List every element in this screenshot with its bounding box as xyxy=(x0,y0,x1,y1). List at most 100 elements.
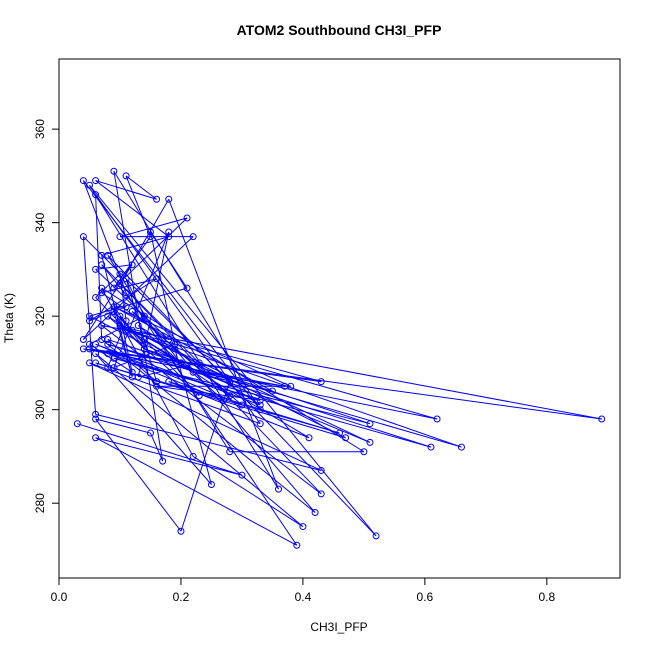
x-tick-label: 0.4 xyxy=(295,590,312,604)
data-point xyxy=(153,275,161,283)
series-segment xyxy=(107,353,224,401)
y-tick-label: 360 xyxy=(33,119,47,139)
series-segment xyxy=(150,432,164,462)
series-segment xyxy=(192,456,304,527)
data-point xyxy=(207,480,215,488)
data-point xyxy=(268,387,276,395)
x-tick-label: 0.2 xyxy=(173,590,190,604)
series-segment xyxy=(156,385,261,401)
series-segment xyxy=(95,180,170,238)
series-segment xyxy=(101,278,157,294)
data-point xyxy=(98,261,106,269)
series-segment xyxy=(119,274,127,321)
series-segment xyxy=(82,236,97,415)
data-point xyxy=(299,523,307,531)
series-segment xyxy=(95,297,145,350)
data-point xyxy=(195,392,203,400)
series-segment xyxy=(107,315,231,397)
series-segment xyxy=(95,194,103,340)
data-point xyxy=(189,233,197,241)
data-point xyxy=(116,233,124,241)
data-point xyxy=(165,378,173,386)
data-point xyxy=(92,191,100,199)
data-point xyxy=(140,340,148,348)
series-segment xyxy=(82,264,133,340)
series-segment xyxy=(101,292,170,340)
series-segment xyxy=(95,180,157,200)
data-point xyxy=(165,228,173,236)
data-point xyxy=(238,471,246,479)
series-segment xyxy=(144,339,182,364)
data-point xyxy=(183,214,191,222)
series-segment xyxy=(107,255,231,453)
series-segment xyxy=(89,306,127,322)
data-point xyxy=(305,434,313,442)
data-point xyxy=(159,457,167,465)
x-tick-label: 0.8 xyxy=(538,590,555,604)
data-point xyxy=(98,251,106,259)
series-segment xyxy=(113,236,151,289)
data-point xyxy=(98,289,106,297)
data-point xyxy=(104,350,112,358)
series-segment xyxy=(149,231,176,345)
data-point xyxy=(153,382,161,390)
data-point xyxy=(116,279,124,287)
x-tick-label: 0.0 xyxy=(51,590,68,604)
data-point xyxy=(134,322,142,330)
series-segment xyxy=(119,217,188,238)
y-tick-label: 320 xyxy=(33,306,47,326)
data-point xyxy=(165,336,173,344)
data-point xyxy=(92,293,100,301)
data-point xyxy=(85,312,93,320)
data-point xyxy=(433,415,441,423)
data-point xyxy=(92,410,100,418)
y-tick-label: 280 xyxy=(33,493,47,513)
series-segment xyxy=(125,278,145,317)
series-segment xyxy=(131,329,346,439)
y-tick-label: 300 xyxy=(33,399,47,419)
series-segment xyxy=(101,325,602,420)
data-point xyxy=(85,340,93,348)
series-segment xyxy=(95,418,182,532)
series-segment xyxy=(168,199,279,490)
series-segment xyxy=(95,353,304,527)
data-point xyxy=(122,289,130,297)
data-point xyxy=(360,448,368,456)
data-point xyxy=(79,233,87,241)
data-point xyxy=(153,195,161,203)
series-segment xyxy=(107,339,182,364)
series-segment xyxy=(113,357,432,448)
data-point xyxy=(165,233,173,241)
data-point xyxy=(256,401,264,409)
series-segment xyxy=(137,231,170,378)
data-point xyxy=(189,368,197,376)
data-point xyxy=(122,172,130,180)
data-point xyxy=(457,443,465,451)
series-segment xyxy=(95,264,133,270)
data-point xyxy=(104,312,112,320)
data-point xyxy=(146,233,154,241)
data-point xyxy=(104,336,112,344)
series-segment xyxy=(125,175,151,237)
data-point xyxy=(79,177,87,185)
data-point xyxy=(122,275,130,283)
series-segment xyxy=(137,325,261,406)
series-segment xyxy=(125,278,158,382)
y-tick-label: 340 xyxy=(33,212,47,232)
data-point xyxy=(256,406,264,414)
data-point xyxy=(110,354,118,362)
series-segment xyxy=(113,306,145,350)
data-point xyxy=(427,443,435,451)
data-point xyxy=(110,303,118,311)
data-point xyxy=(165,195,173,203)
data-point xyxy=(73,420,81,428)
series-segment xyxy=(95,269,170,340)
plot-frame xyxy=(58,58,621,579)
data-point xyxy=(92,434,100,442)
data-point xyxy=(317,466,325,474)
data-point xyxy=(287,382,295,390)
series-segment xyxy=(101,236,169,256)
data-point xyxy=(92,177,100,185)
